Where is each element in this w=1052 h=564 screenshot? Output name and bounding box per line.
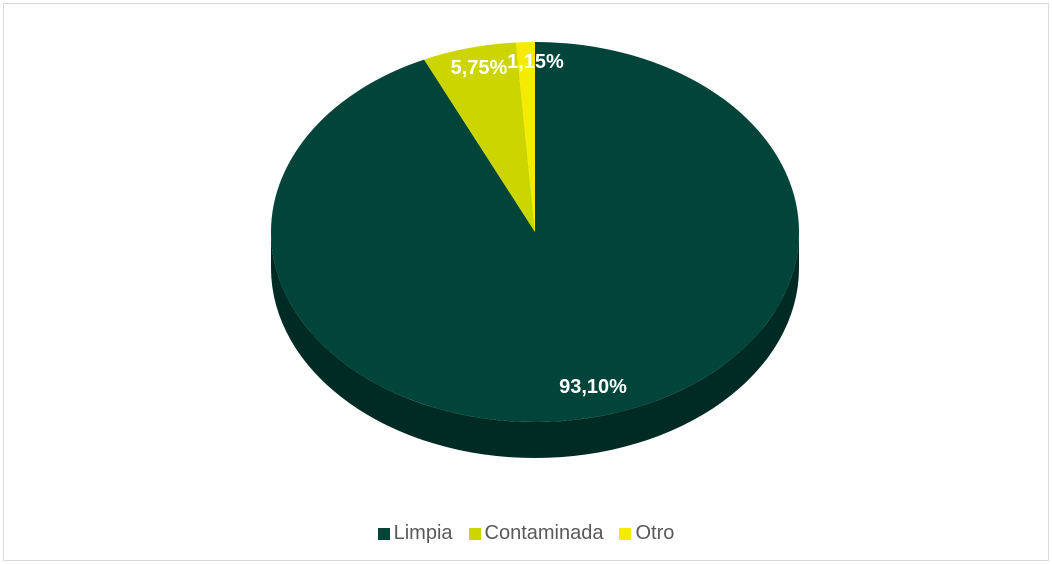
data-label-otro: 1,15%	[507, 51, 564, 73]
pie-slice-limpia[interactable]	[270, 42, 800, 423]
pie-labels: 93,10% 5,75% 1,15%	[451, 51, 628, 398]
legend-swatch-contaminada	[468, 527, 481, 540]
data-label-limpia: 93,10%	[559, 376, 627, 398]
legend-item-contaminada[interactable]: Contaminada	[468, 522, 604, 545]
legend-item-limpia[interactable]: Limpia	[377, 522, 453, 545]
pie-sides	[271, 232, 799, 458]
pie-slice-otro[interactable]	[515, 42, 535, 232]
legend-item-otro[interactable]: Otro	[619, 522, 674, 545]
legend-label-contaminada: Contaminada	[484, 522, 604, 544]
pie-slice-contaminada[interactable]	[424, 42, 535, 232]
pie-side-limpia	[271, 232, 799, 458]
data-label-contaminada: 5,75%	[451, 57, 508, 79]
legend-swatch-otro	[619, 527, 632, 540]
pie-tops	[270, 42, 800, 423]
legend-swatch-limpia	[377, 527, 390, 540]
legend-label-otro: Otro	[635, 522, 675, 544]
legend: Limpia Contaminada Otro	[0, 522, 1052, 545]
legend-label-limpia: Limpia	[393, 522, 453, 544]
